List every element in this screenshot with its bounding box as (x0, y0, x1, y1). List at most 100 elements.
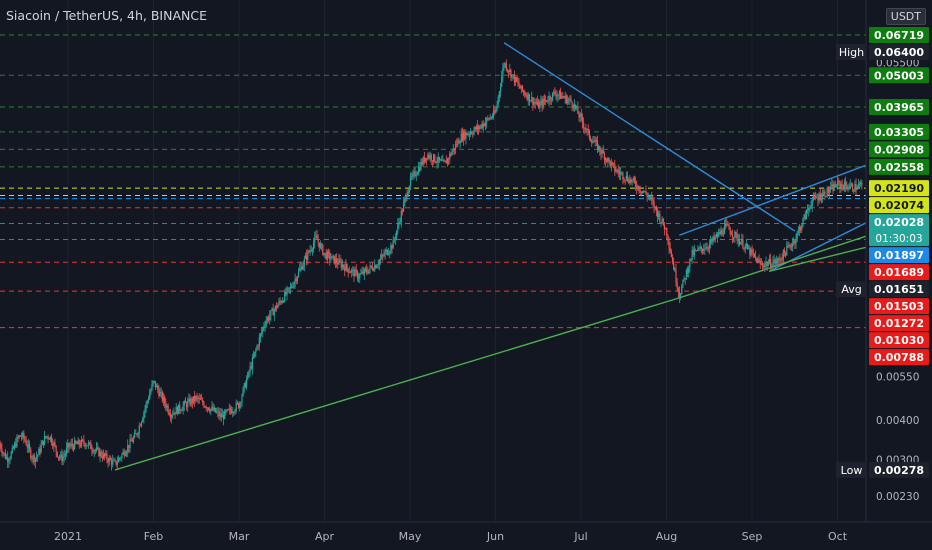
candle-body (184, 401, 187, 404)
candle-body (581, 116, 584, 123)
candle-body (142, 418, 144, 422)
candle-body (498, 91, 500, 97)
candle-body (827, 187, 829, 193)
candle-body (187, 401, 189, 408)
candle-body (63, 455, 65, 457)
candle-body (677, 288, 679, 293)
candle-body (32, 455, 34, 459)
candle-body (808, 207, 810, 211)
candle-body (3, 452, 5, 454)
candle-body (45, 435, 47, 438)
candle-body (194, 396, 196, 401)
candle-body (797, 229, 799, 233)
candle-body (701, 248, 704, 251)
candle-body (325, 252, 327, 260)
time-axis-ticks[interactable]: 2021 Feb Mar Apr May Jun Jul Aug Sep Oct (54, 530, 848, 543)
candle-body (272, 308, 274, 316)
candle-body (856, 188, 858, 190)
candle-body (139, 425, 142, 427)
candle-body (494, 110, 496, 113)
candle-body (850, 183, 853, 185)
price-label-bg (869, 123, 929, 140)
candle-body (318, 242, 320, 249)
candle-body (420, 161, 422, 171)
candle-body (523, 90, 525, 93)
candle-body (248, 372, 250, 374)
candle-body (106, 453, 108, 460)
candle-body (678, 292, 681, 298)
candle-body (404, 198, 406, 203)
candle-body (825, 196, 827, 198)
candle-body (341, 264, 344, 268)
candle-body (444, 160, 446, 162)
candle-body (219, 413, 221, 416)
candle-body (644, 191, 646, 192)
candle-body (445, 160, 447, 164)
candle-body (14, 443, 16, 449)
candle-body (626, 175, 629, 181)
price-label-text: 0.01503 (874, 300, 924, 313)
candle-body (310, 250, 312, 251)
candle-body (557, 94, 559, 96)
candle-body (629, 178, 631, 184)
price-tag-text: High (839, 46, 864, 59)
candle-body (322, 244, 324, 255)
candle-body (40, 445, 42, 453)
candle-body (638, 185, 640, 191)
candle-body (432, 154, 435, 162)
currency-button[interactable]: USDT (885, 8, 926, 25)
candle-body (370, 265, 372, 267)
candle-body (496, 104, 498, 110)
candle-body (330, 258, 332, 260)
candle-body (820, 198, 823, 200)
candle-body (505, 63, 507, 70)
candle-body (533, 102, 535, 105)
candle-body (847, 188, 849, 190)
candle-body (303, 258, 305, 266)
candle-body (249, 366, 251, 373)
candle-body (162, 396, 165, 401)
candle-body (542, 98, 544, 107)
candle-body (397, 223, 399, 231)
candle-body (78, 440, 80, 445)
candle-body (668, 241, 670, 248)
candle-body (602, 150, 604, 154)
candle-body (247, 372, 249, 380)
price-label-bg (869, 27, 929, 44)
candle-body (222, 414, 225, 420)
candle-body (48, 438, 50, 440)
candle-body (352, 269, 354, 271)
candle-body (700, 246, 702, 249)
candle-body (93, 450, 95, 453)
candle-body (60, 454, 62, 458)
candle-body (38, 448, 40, 455)
candle-body (416, 173, 419, 175)
candle-body (438, 156, 440, 161)
candle-body (161, 392, 163, 401)
candle-body (129, 439, 131, 448)
candle-body (54, 442, 56, 446)
candle-body (16, 437, 18, 447)
candle-body (293, 282, 295, 288)
candle-body (488, 118, 490, 120)
price-label-text: 0.03305 (874, 126, 924, 139)
candle-body (407, 192, 409, 197)
candle-body (503, 64, 505, 68)
candle-body (285, 291, 287, 295)
candle-body (23, 432, 25, 439)
candle-body (454, 144, 457, 150)
candle-body (842, 186, 844, 190)
candle-body (634, 181, 637, 187)
candle-body (556, 95, 558, 97)
candle-body (354, 269, 356, 277)
candle-body (493, 110, 495, 117)
candle-body (813, 195, 816, 197)
candle-body (392, 239, 394, 249)
candle-body (154, 381, 157, 388)
candle-body (857, 184, 859, 189)
candle-body (593, 141, 595, 143)
candle-body (221, 414, 223, 418)
candle-body (399, 221, 401, 223)
candle-body (695, 250, 697, 251)
